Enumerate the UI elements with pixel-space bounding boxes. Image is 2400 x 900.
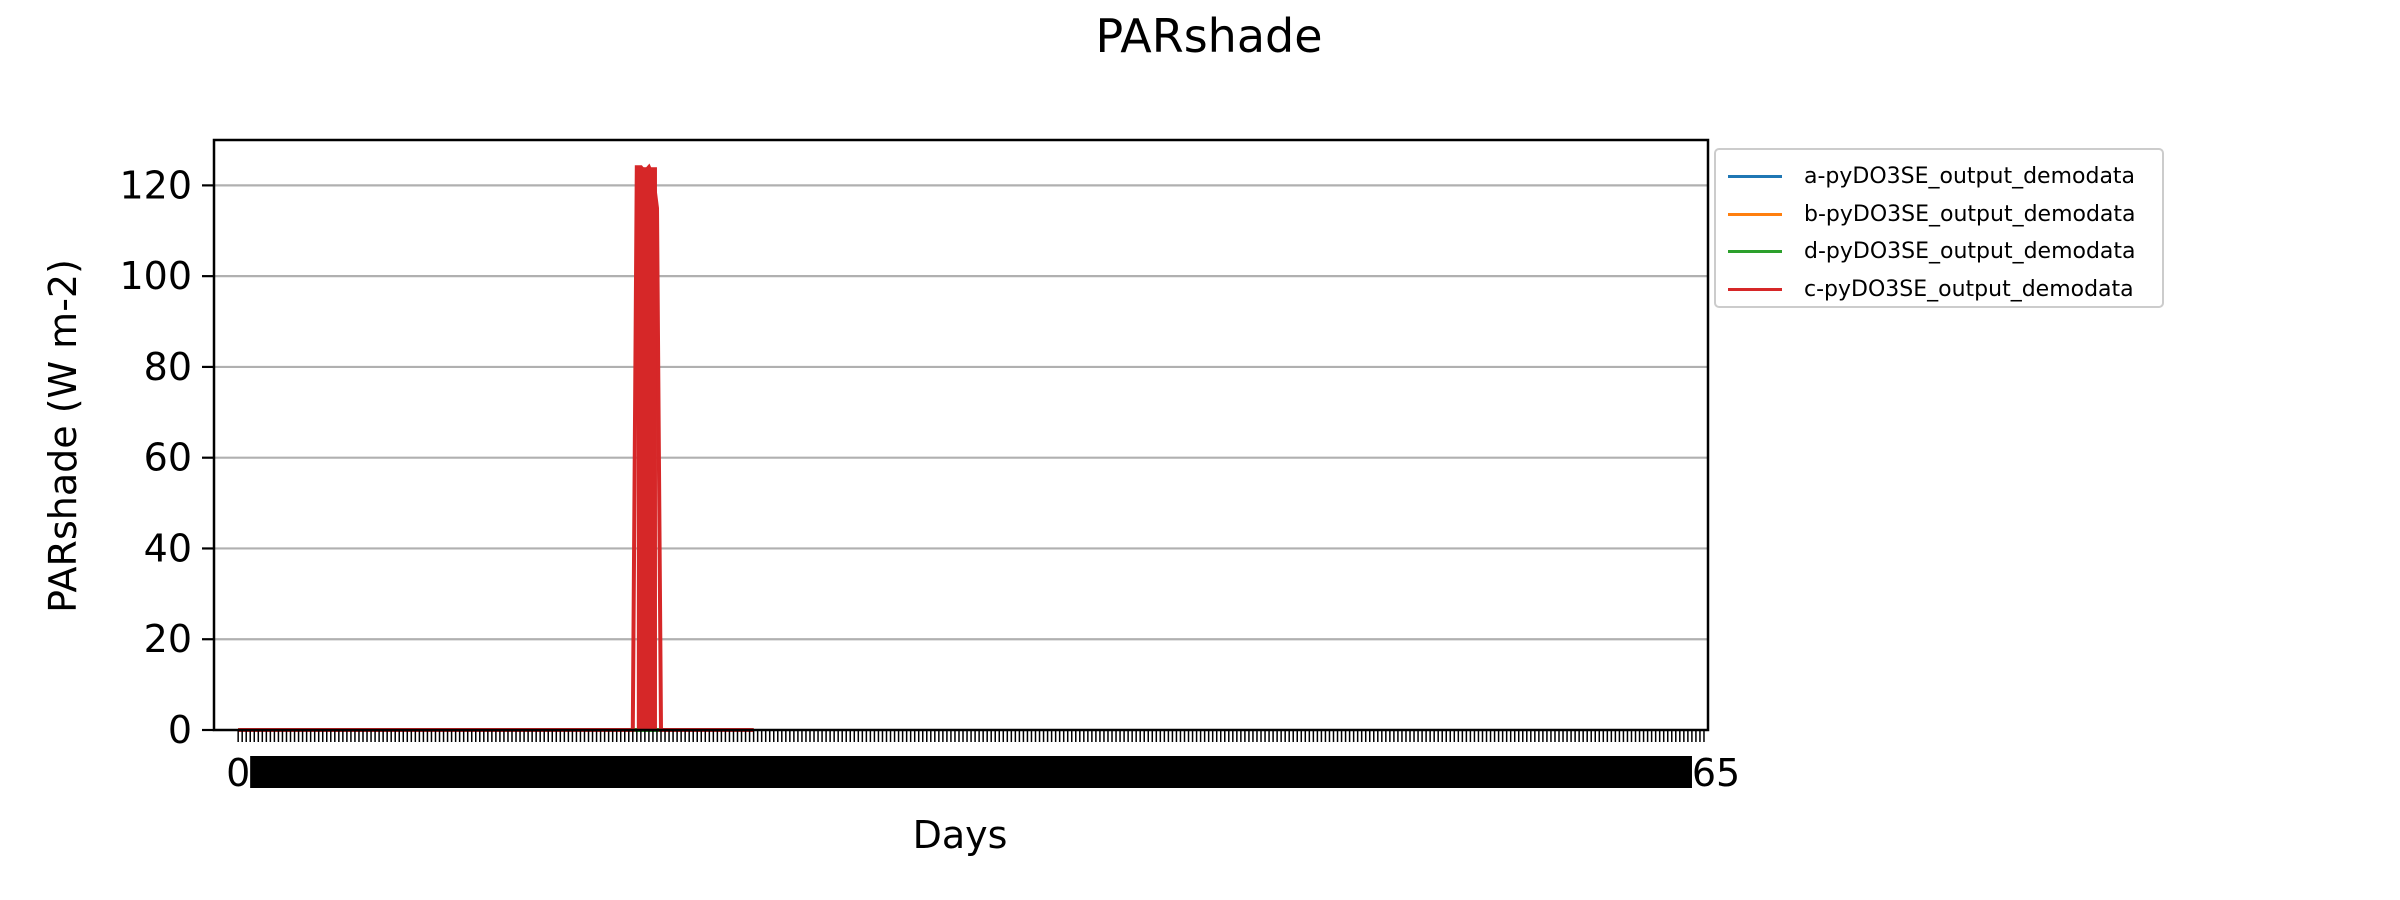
x-tick-labels-overlap [250, 756, 1692, 788]
x-tick-marks [237, 730, 1705, 742]
y-tick-label: 100 [119, 254, 192, 298]
y-axis-label: PARshade (W m-2) [41, 259, 85, 613]
legend-label: b-pyDO3SE_output_demodata [1804, 201, 2136, 227]
legend-item: a-pyDO3SE_output_demodata [1728, 158, 2150, 196]
y-tick-label: 0 [168, 708, 192, 752]
y-tick-label: 80 [144, 345, 192, 389]
legend-swatch [1728, 212, 1782, 216]
y-tick-label: 60 [144, 436, 192, 480]
legend-swatch [1728, 250, 1782, 254]
legend: a-pyDO3SE_output_demodata b-pyDO3SE_outp… [1714, 148, 2164, 308]
x-tick-label: 0 [226, 751, 250, 795]
y-tick-label: 40 [144, 526, 192, 570]
legend-swatch [1728, 175, 1782, 179]
plot-area-frame [212, 138, 1710, 732]
chart-title: PARshade [1095, 9, 1322, 63]
legend-item: c-pyDO3SE_output_demodata [1728, 271, 2150, 309]
series-spike-band [636, 167, 657, 730]
series-lines [238, 163, 754, 732]
y-tick-label: 120 [119, 163, 192, 207]
y-tick-label: 20 [144, 617, 192, 661]
grid-lines [214, 184, 1708, 641]
legend-label: a-pyDO3SE_output_demodata [1804, 164, 2136, 190]
legend-label: d-pyDO3SE_output_demodata [1804, 239, 2136, 265]
series-line [238, 163, 754, 732]
y-axis-ticks: 0 20 40 60 80 100 120 [119, 163, 214, 752]
x-axis-ticks: 0 365 [226, 730, 1740, 795]
legend-label: c-pyDO3SE_output_demodata [1804, 276, 2134, 302]
legend-item: b-pyDO3SE_output_demodata [1728, 196, 2150, 234]
x-axis-label: Days [913, 813, 1008, 857]
legend-item: d-pyDO3SE_output_demodata [1728, 233, 2150, 271]
legend-swatch [1728, 287, 1782, 291]
